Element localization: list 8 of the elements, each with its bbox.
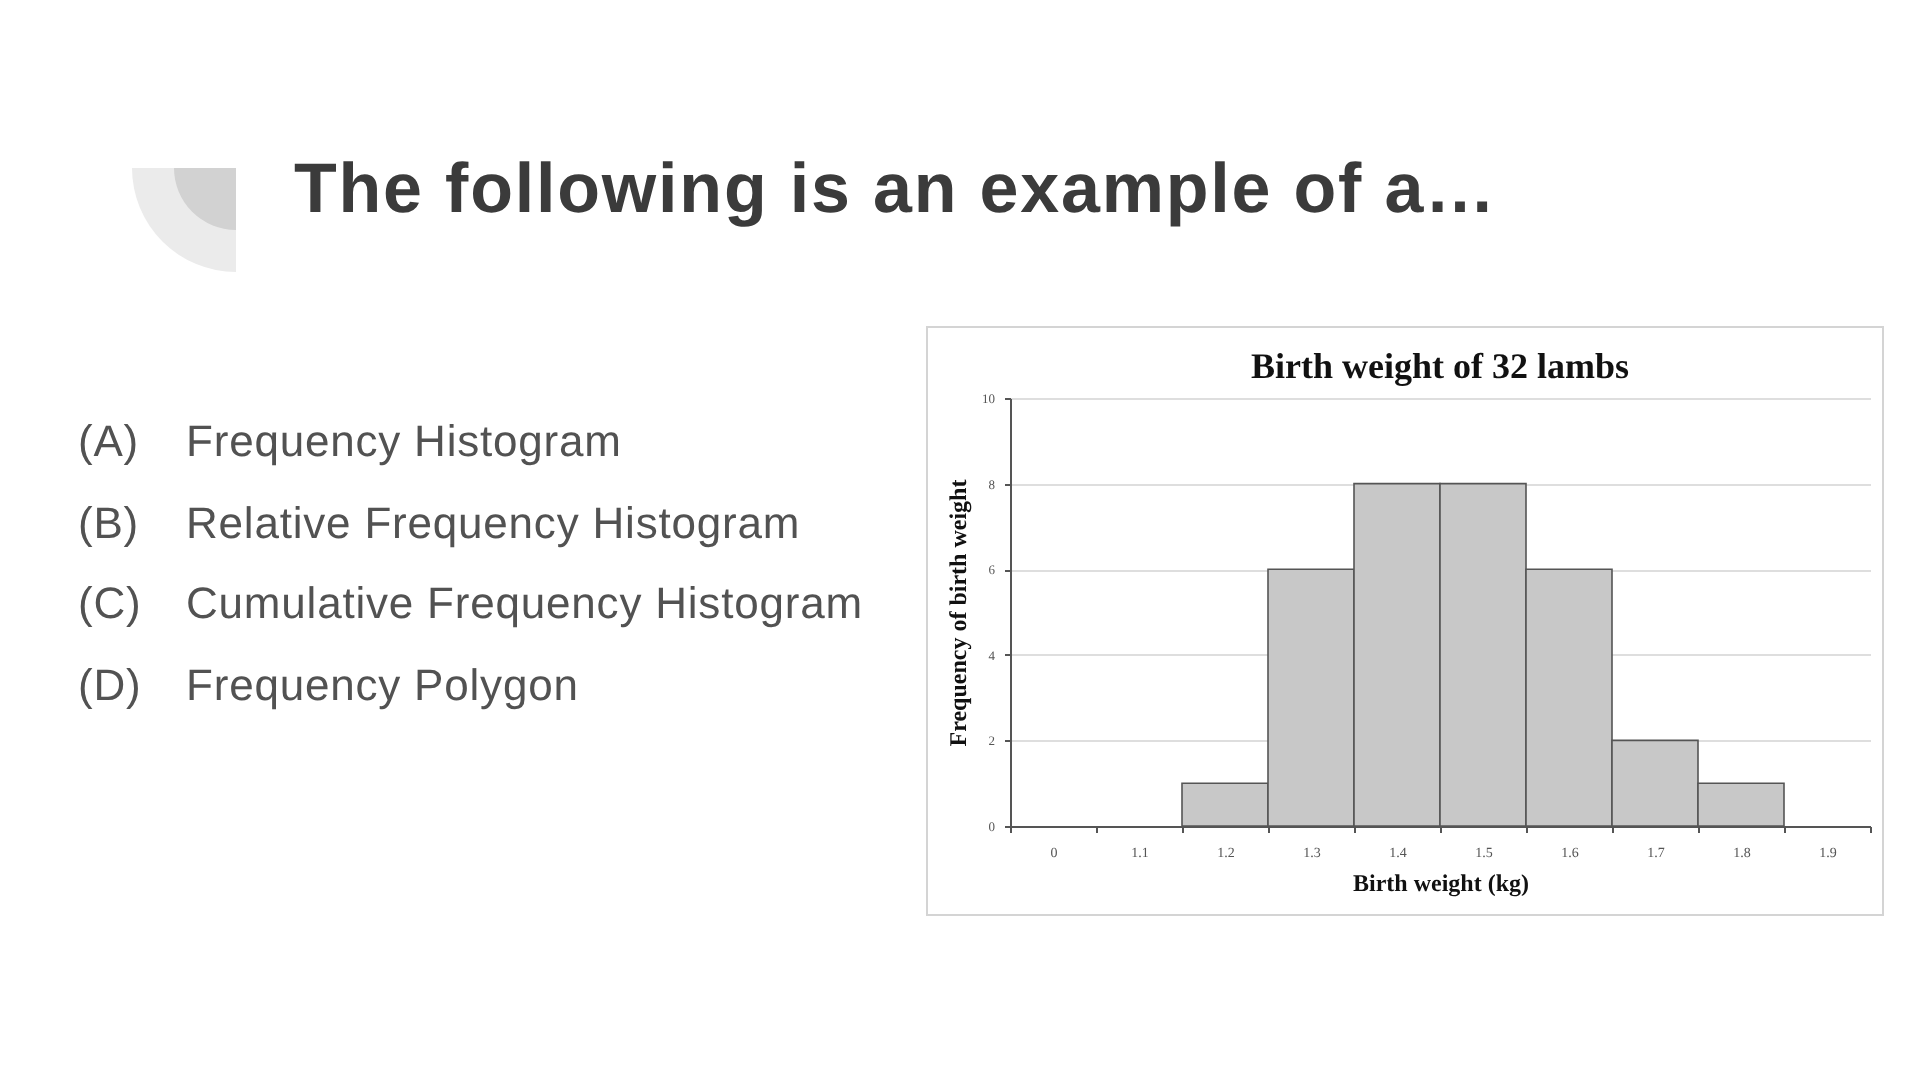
y-axis-title: Frequency of birth weight bbox=[944, 479, 972, 747]
text: (B) Relative Frequency Histogram bbox=[78, 497, 801, 550]
x-axis-title: Birth weight (kg) bbox=[1353, 869, 1529, 897]
text: (A) Frequency Histogram bbox=[78, 416, 622, 468]
text: (C) Cumulative Frequency Histogram bbox=[78, 578, 863, 631]
text: The following is an example of a… bbox=[294, 150, 1497, 228]
text: (D) Frequency Polygon bbox=[78, 660, 579, 713]
chart-title: Birth weight of 32 lambs bbox=[1251, 346, 1629, 386]
